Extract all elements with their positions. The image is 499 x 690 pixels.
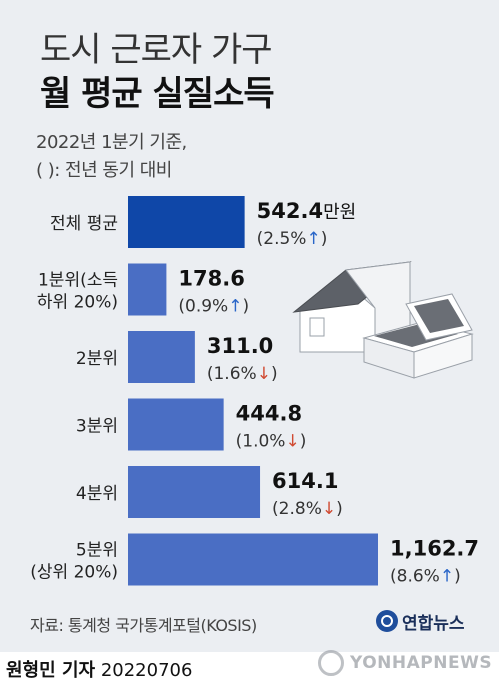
watermark-text: YONHAPNEWS (350, 653, 493, 673)
chart-title-line2: 월 평균 실질소득 (40, 74, 275, 114)
logo-text: 연합뉴스 (402, 613, 465, 634)
bar (128, 331, 195, 383)
arrow-up-icon: ↑ (440, 567, 454, 587)
byline-name: 원형민 기자 (6, 660, 96, 681)
house-with-cash-icon (292, 261, 474, 379)
source-note: 자료: 통계청 국가통계포털(KOSIS) (30, 616, 257, 635)
arrow-up-icon: ↑ (228, 297, 242, 317)
chart-title-line1: 도시 근로자 가구 (40, 30, 273, 70)
change-label: (2.5%↑) (257, 229, 328, 249)
category-label: 하위 20%) (37, 293, 118, 313)
value-label: 178.6 (178, 267, 244, 291)
bar (128, 533, 378, 586)
arrow-down-icon: ↓ (257, 364, 271, 384)
unit-label: 만원 (323, 202, 356, 223)
arrow-down-icon: ↓ (285, 432, 299, 452)
yonhap-logo-icon (376, 610, 398, 632)
change-label: (8.6%↑) (390, 567, 461, 587)
watermark-logo-icon (318, 650, 344, 676)
value-label: 311.0 (207, 334, 273, 358)
bar (128, 466, 261, 518)
change-label: (0.9%↑) (178, 297, 249, 317)
bar (128, 196, 245, 248)
byline-date: 20220706 (100, 660, 193, 681)
chart-subtitle-line1: 2022년 1분기 기준, (36, 132, 187, 153)
category-label: 5분위 (76, 541, 118, 561)
category-label: 1분위(소득 (38, 271, 118, 291)
category-label: 2분위 (76, 349, 118, 369)
change-label: (2.8%↓) (272, 499, 343, 519)
bar (128, 263, 167, 316)
value-label: 444.8 (236, 402, 302, 426)
cash-stack-icon (362, 293, 474, 379)
chart-subtitle-line2: ( ): 전년 동기 대비 (36, 160, 172, 181)
change-label: (1.0%↓) (236, 432, 307, 452)
category-label: (상위 20%) (30, 563, 118, 583)
change-label: (1.6%↓) (207, 364, 278, 384)
value-label: 614.1 (272, 469, 338, 493)
category-label: 전체 평균 (50, 214, 118, 234)
category-label: 3분위 (76, 417, 118, 437)
arrow-up-icon: ↑ (306, 229, 320, 249)
byline: 원형민 기자 20220706 (6, 656, 192, 682)
value-label: 1,162.7 (390, 537, 479, 561)
yonhap-logo: 연합뉴스 (376, 606, 465, 636)
value-label: 542.4만원 (257, 199, 357, 223)
bar (128, 398, 224, 451)
arrow-down-icon: ↓ (322, 499, 336, 519)
category-label: 4분위 (76, 484, 118, 504)
watermark: YONHAPNEWS (318, 648, 492, 678)
